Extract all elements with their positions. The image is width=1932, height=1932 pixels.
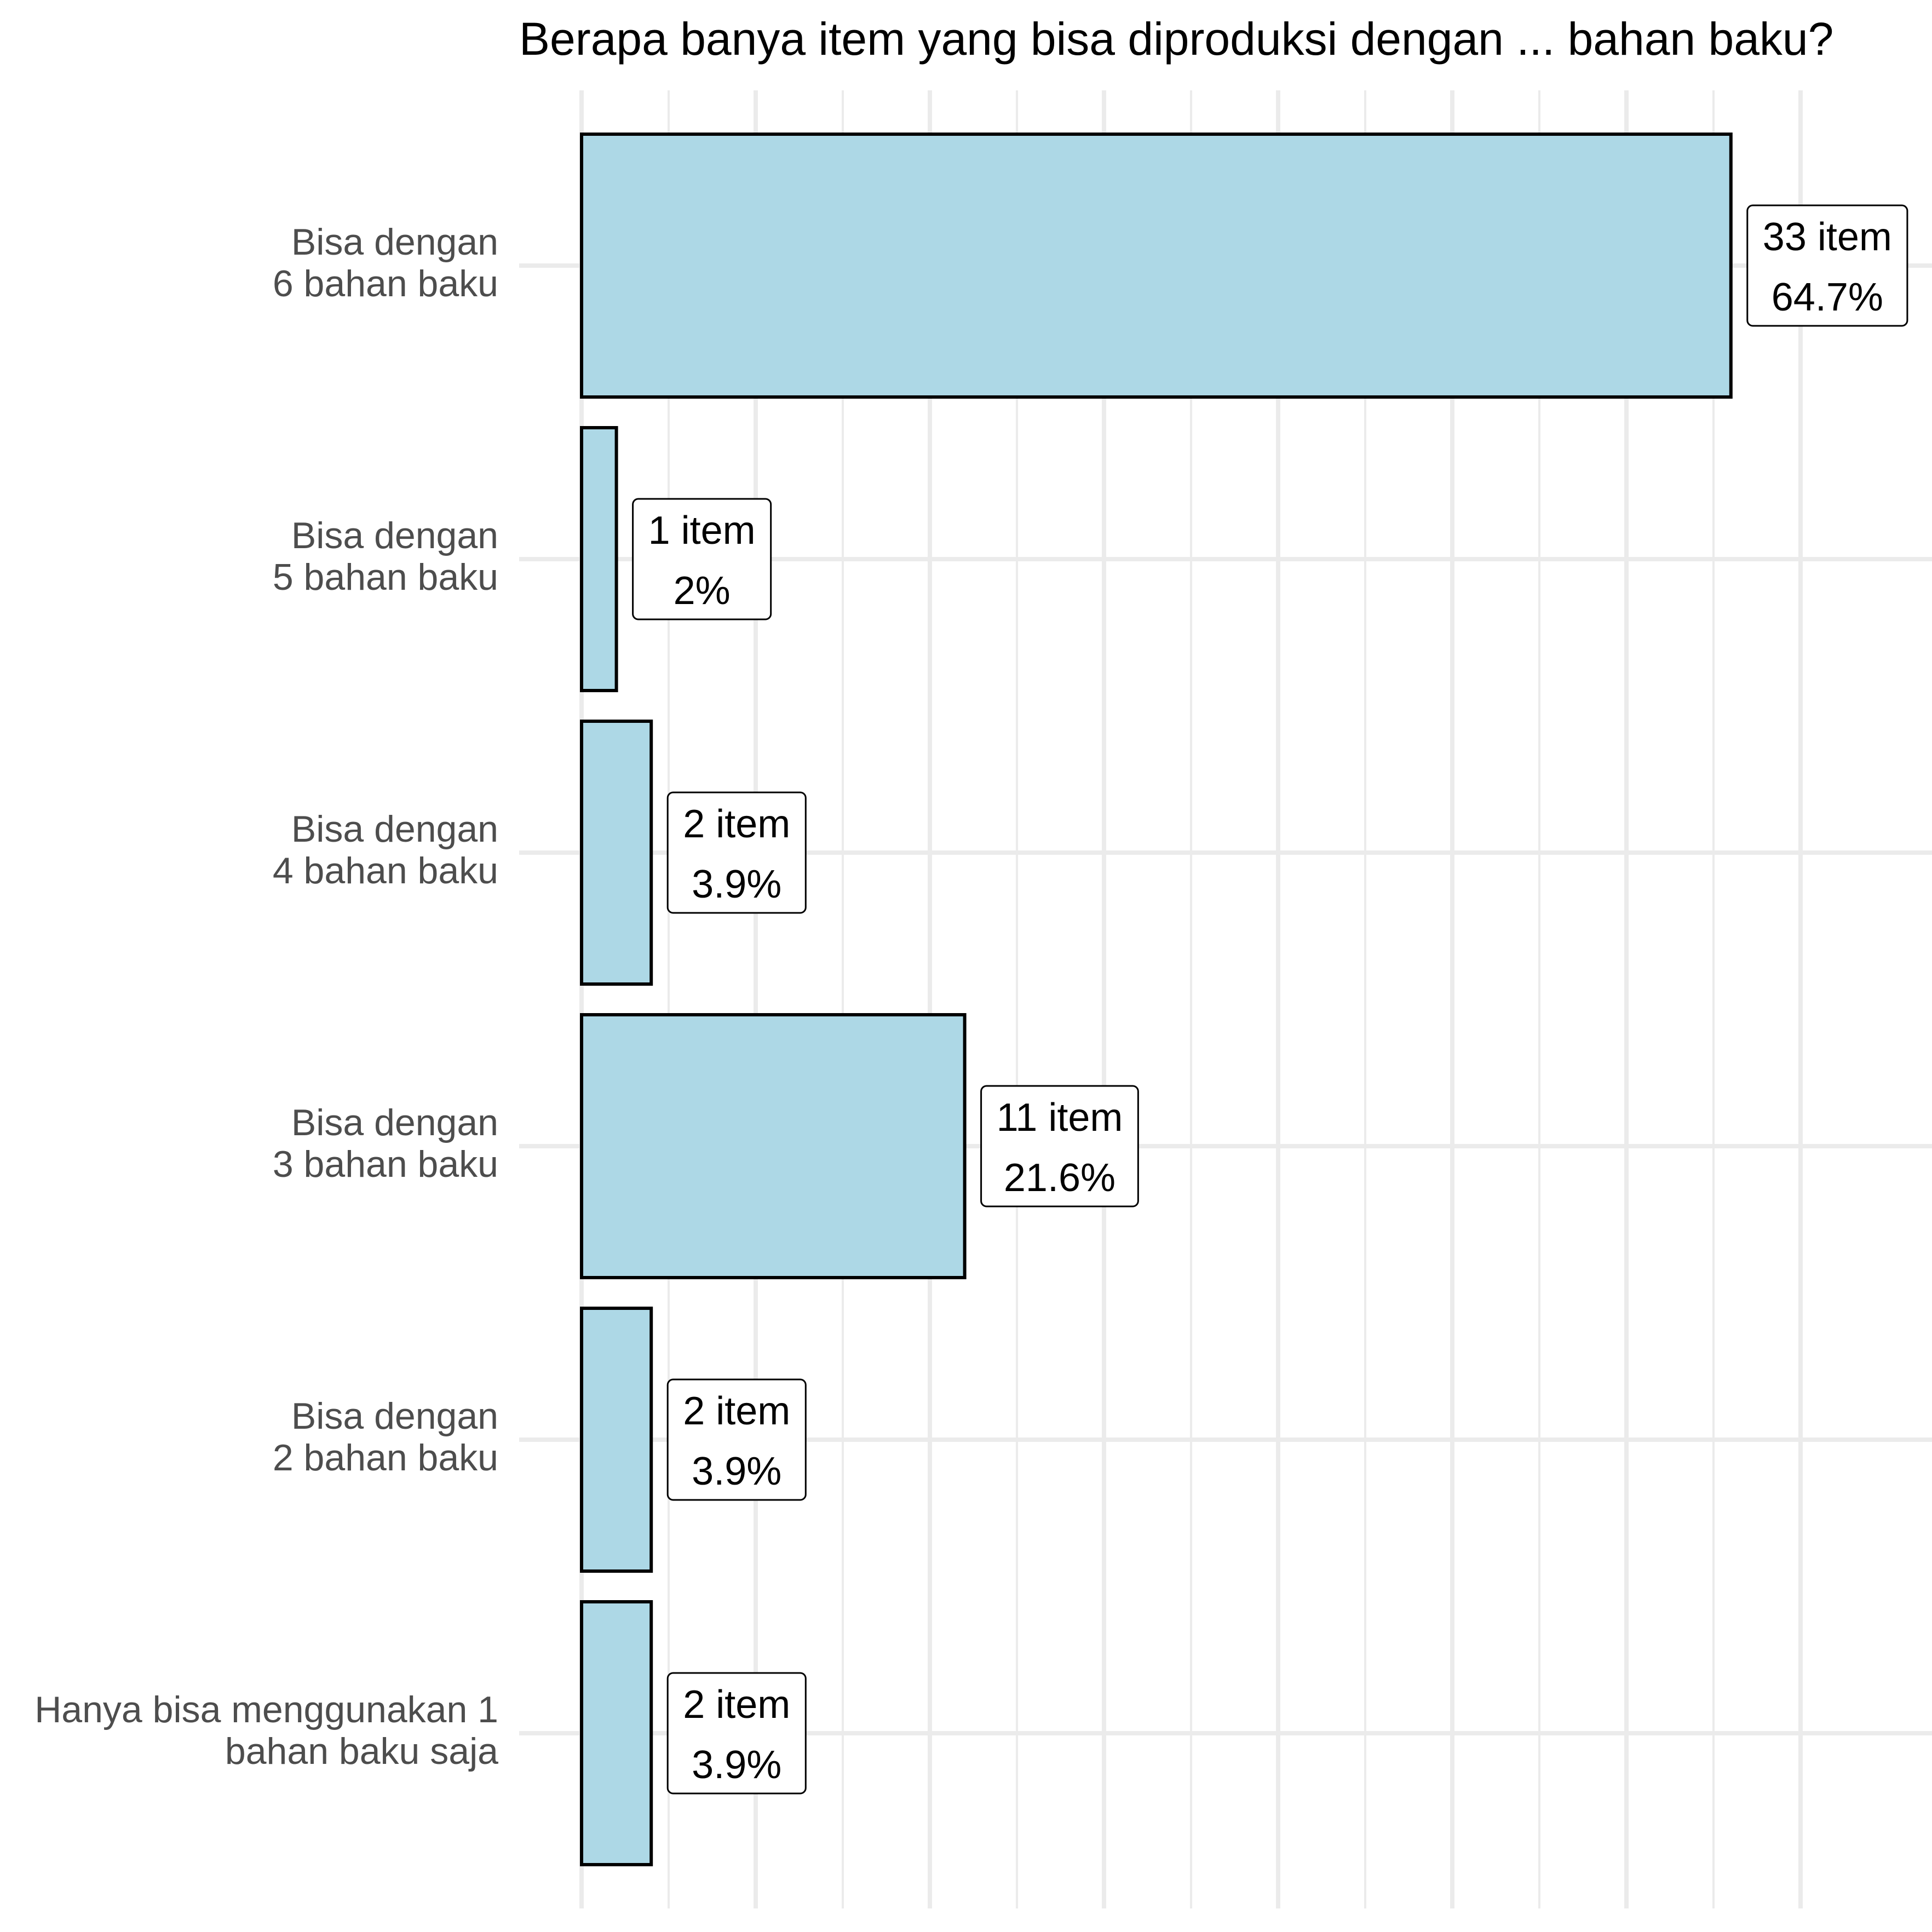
data-label-text: 11 item 21.6% <box>997 1096 1123 1200</box>
data-label-text: 2 item 3.9% <box>683 802 790 906</box>
y-tick-label-line: Bisa dengan <box>291 515 498 556</box>
bar <box>580 426 618 692</box>
data-label-count: 2 item <box>683 1389 790 1433</box>
chart-title: Berapa banya item yang bisa diproduksi d… <box>519 13 1833 65</box>
y-tick-label-line: 2 bahan baku <box>273 1437 498 1479</box>
bars <box>580 133 1733 1866</box>
data-label-box <box>632 498 772 620</box>
y-tick-label-line: 3 bahan baku <box>273 1143 498 1185</box>
data-label-box <box>980 1085 1139 1208</box>
bar <box>580 720 653 986</box>
data-label-count: 1 item <box>648 509 756 553</box>
data-label-count: 11 item <box>997 1096 1123 1140</box>
data-label-percent: 3.9% <box>692 1743 781 1787</box>
bar <box>580 1307 653 1573</box>
data-label-percent: 2% <box>674 569 731 613</box>
data-label-percent: 3.9% <box>692 1450 781 1493</box>
data-labels: 33 item 64.7% 1 item 2% 2 item 3.9% 11 item 21.… <box>632 204 1908 1795</box>
y-tick-label-line: 6 bahan baku <box>273 263 498 304</box>
y-tick-label-line: Bisa dengan <box>291 1102 498 1143</box>
bar <box>580 1600 653 1866</box>
data-label: 11 item 21.6% <box>980 1085 1139 1208</box>
y-tick-label-line: 5 bahan baku <box>273 556 498 598</box>
bar <box>580 133 1733 399</box>
y-tick-label: Bisa dengan 4 bahan baku <box>273 808 498 892</box>
y-tick-label-line: Bisa dengan <box>291 1395 498 1437</box>
y-tick-label: Bisa dengan 2 bahan baku <box>273 1395 498 1479</box>
data-label: 2 item 3.9% <box>666 1378 807 1501</box>
y-tick-label-line: bahan baku saja <box>225 1730 498 1772</box>
data-label: 2 item 3.9% <box>666 1672 807 1795</box>
y-tick-label: Bisa dengan 3 bahan baku <box>273 1102 498 1185</box>
data-label-box <box>666 1378 807 1501</box>
data-label-text: 33 item 64.7% <box>1763 215 1892 319</box>
y-tick-label: Bisa dengan 5 bahan baku <box>273 515 498 598</box>
data-label-percent: 64.7% <box>1772 275 1883 319</box>
data-label-count: 2 item <box>683 1683 790 1727</box>
data-label-percent: 3.9% <box>692 863 781 906</box>
data-label: 33 item 64.7% <box>1746 204 1908 327</box>
y-tick-label: Hanya bisa menggunakan 1 bahan baku saja <box>34 1689 498 1772</box>
bar <box>580 1013 967 1279</box>
y-tick-label-line: Bisa dengan <box>291 808 498 850</box>
data-label-text: 2 item 3.9% <box>683 1389 790 1493</box>
y-tick-label-line: Hanya bisa menggunakan 1 <box>34 1689 498 1730</box>
data-label-count: 2 item <box>683 802 790 846</box>
data-label-box <box>1746 204 1908 327</box>
data-label-box <box>666 791 807 914</box>
y-tick-label: Bisa dengan 6 bahan baku <box>273 221 498 304</box>
data-label-box <box>666 1672 807 1795</box>
data-label: 1 item 2% <box>632 498 772 620</box>
y-tick-label-line: Bisa dengan <box>291 221 498 263</box>
data-label: 2 item 3.9% <box>666 791 807 914</box>
data-label-text: 1 item 2% <box>648 509 756 613</box>
data-label-percent: 21.6% <box>1004 1156 1116 1200</box>
data-label-count: 33 item <box>1763 215 1892 259</box>
data-label-text: 2 item 3.9% <box>683 1683 790 1787</box>
y-tick-label-line: 4 bahan baku <box>273 850 498 892</box>
